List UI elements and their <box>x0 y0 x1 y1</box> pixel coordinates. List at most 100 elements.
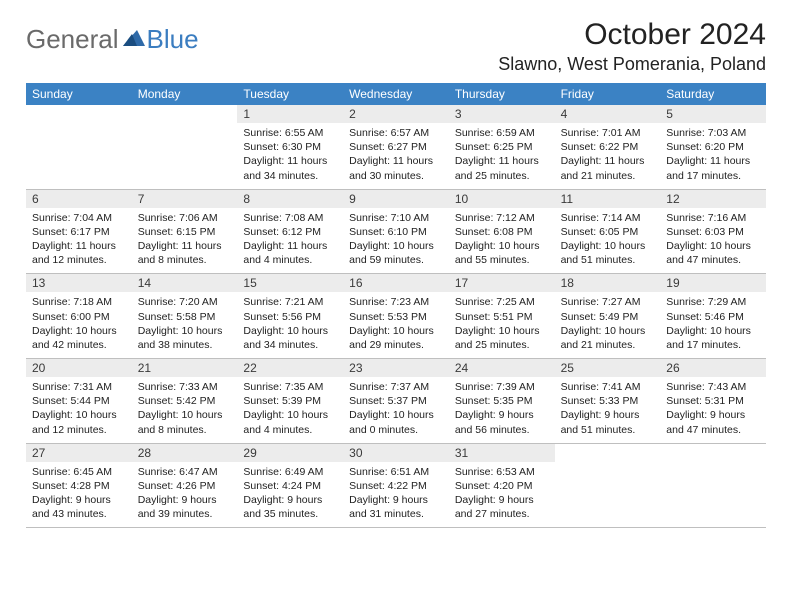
day-info: Sunrise: 7:16 AMSunset: 6:03 PMDaylight:… <box>660 211 766 268</box>
day-number: 19 <box>660 274 766 292</box>
day-info: Sunrise: 7:18 AMSunset: 6:00 PMDaylight:… <box>26 295 132 352</box>
day-cell: 2 Sunrise: 6:57 AMSunset: 6:27 PMDaylight… <box>343 105 449 190</box>
day-info: Sunrise: 6:55 AMSunset: 6:30 PMDaylight:… <box>237 126 343 183</box>
day-number: 30 <box>343 444 449 462</box>
day-info: Sunrise: 7:27 AMSunset: 5:49 PMDaylight:… <box>555 295 661 352</box>
weekday-header: Tuesday <box>237 83 343 105</box>
week-row: 13 Sunrise: 7:18 AMSunset: 6:00 PMDayligh… <box>26 274 766 359</box>
day-number: 11 <box>555 190 661 208</box>
weekday-header: Saturday <box>660 83 766 105</box>
logo-text-general: General <box>26 24 119 55</box>
day-number: 15 <box>237 274 343 292</box>
day-cell-empty <box>26 105 132 190</box>
day-cell: 5 Sunrise: 7:03 AMSunset: 6:20 PMDaylight… <box>660 105 766 190</box>
day-number: 6 <box>26 190 132 208</box>
calendar: SundayMondayTuesdayWednesdayThursdayFrid… <box>26 83 766 528</box>
day-info: Sunrise: 6:51 AMSunset: 4:22 PMDaylight:… <box>343 465 449 522</box>
day-number: 17 <box>449 274 555 292</box>
day-info: Sunrise: 7:33 AMSunset: 5:42 PMDaylight:… <box>132 380 238 437</box>
header: General Blue October 2024 Slawno, West P… <box>26 18 766 75</box>
day-number: 29 <box>237 444 343 462</box>
day-cell-empty <box>132 105 238 190</box>
day-number: 4 <box>555 105 661 123</box>
day-number: 25 <box>555 359 661 377</box>
day-cell: 3 Sunrise: 6:59 AMSunset: 6:25 PMDaylight… <box>449 105 555 190</box>
day-cell: 18 Sunrise: 7:27 AMSunset: 5:49 PMDayligh… <box>555 274 661 359</box>
day-info: Sunrise: 7:06 AMSunset: 6:15 PMDaylight:… <box>132 211 238 268</box>
day-info: Sunrise: 6:53 AMSunset: 4:20 PMDaylight:… <box>449 465 555 522</box>
weekday-header-row: SundayMondayTuesdayWednesdayThursdayFrid… <box>26 83 766 105</box>
logo-triangle-icon <box>123 28 145 51</box>
logo: General Blue <box>26 24 199 55</box>
day-info: Sunrise: 7:04 AMSunset: 6:17 PMDaylight:… <box>26 211 132 268</box>
day-number: 8 <box>237 190 343 208</box>
day-cell: 27 Sunrise: 6:45 AMSunset: 4:28 PMDayligh… <box>26 444 132 529</box>
week-row: 1 Sunrise: 6:55 AMSunset: 6:30 PMDaylight… <box>26 105 766 190</box>
day-number: 7 <box>132 190 238 208</box>
logo-text-blue: Blue <box>147 24 199 55</box>
day-cell: 19 Sunrise: 7:29 AMSunset: 5:46 PMDayligh… <box>660 274 766 359</box>
week-row: 27 Sunrise: 6:45 AMSunset: 4:28 PMDayligh… <box>26 444 766 529</box>
day-number: 27 <box>26 444 132 462</box>
day-cell: 31Sunrise: 6:53 AMSunset: 4:20 PMDayligh… <box>449 444 555 529</box>
day-cell: 9 Sunrise: 7:10 AMSunset: 6:10 PMDaylight… <box>343 190 449 275</box>
day-number: 21 <box>132 359 238 377</box>
day-number: 22 <box>237 359 343 377</box>
day-cell: 22 Sunrise: 7:35 AMSunset: 5:39 PMDayligh… <box>237 359 343 444</box>
day-number: 13 <box>26 274 132 292</box>
calendar-weeks: 1 Sunrise: 6:55 AMSunset: 6:30 PMDaylight… <box>26 105 766 528</box>
day-info: Sunrise: 7:25 AMSunset: 5:51 PMDaylight:… <box>449 295 555 352</box>
day-cell: 16Sunrise: 7:23 AMSunset: 5:53 PMDayligh… <box>343 274 449 359</box>
day-info: Sunrise: 7:10 AMSunset: 6:10 PMDaylight:… <box>343 211 449 268</box>
day-number: 28 <box>132 444 238 462</box>
day-info: Sunrise: 7:35 AMSunset: 5:39 PMDaylight:… <box>237 380 343 437</box>
day-number: 18 <box>555 274 661 292</box>
day-cell-empty <box>555 444 661 529</box>
day-info: Sunrise: 7:43 AMSunset: 5:31 PMDaylight:… <box>660 380 766 437</box>
day-number: 26 <box>660 359 766 377</box>
day-cell: 13 Sunrise: 7:18 AMSunset: 6:00 PMDayligh… <box>26 274 132 359</box>
day-number: 12 <box>660 190 766 208</box>
day-cell: 11Sunrise: 7:14 AMSunset: 6:05 PMDayligh… <box>555 190 661 275</box>
day-info: Sunrise: 7:21 AMSunset: 5:56 PMDaylight:… <box>237 295 343 352</box>
day-number: 14 <box>132 274 238 292</box>
day-cell: 10Sunrise: 7:12 AMSunset: 6:08 PMDayligh… <box>449 190 555 275</box>
day-cell: 28Sunrise: 6:47 AMSunset: 4:26 PMDayligh… <box>132 444 238 529</box>
weekday-header: Sunday <box>26 83 132 105</box>
day-info: Sunrise: 7:03 AMSunset: 6:20 PMDaylight:… <box>660 126 766 183</box>
day-info: Sunrise: 6:59 AMSunset: 6:25 PMDaylight:… <box>449 126 555 183</box>
day-cell: 29 Sunrise: 6:49 AMSunset: 4:24 PMDayligh… <box>237 444 343 529</box>
day-cell: 21 Sunrise: 7:33 AMSunset: 5:42 PMDayligh… <box>132 359 238 444</box>
day-cell: 4Sunrise: 7:01 AMSunset: 6:22 PMDaylight… <box>555 105 661 190</box>
day-cell-empty <box>660 444 766 529</box>
day-info: Sunrise: 7:41 AMSunset: 5:33 PMDaylight:… <box>555 380 661 437</box>
day-info: Sunrise: 7:37 AMSunset: 5:37 PMDaylight:… <box>343 380 449 437</box>
day-info: Sunrise: 6:57 AMSunset: 6:27 PMDaylight:… <box>343 126 449 183</box>
day-cell: 30 Sunrise: 6:51 AMSunset: 4:22 PMDayligh… <box>343 444 449 529</box>
day-cell: 25 Sunrise: 7:41 AMSunset: 5:33 PMDayligh… <box>555 359 661 444</box>
title-block: October 2024 Slawno, West Pomerania, Pol… <box>498 18 766 75</box>
day-cell: 26 Sunrise: 7:43 AMSunset: 5:31 PMDayligh… <box>660 359 766 444</box>
day-number: 2 <box>343 105 449 123</box>
weekday-header: Friday <box>555 83 661 105</box>
weekday-header: Thursday <box>449 83 555 105</box>
day-cell: 20Sunrise: 7:31 AMSunset: 5:44 PMDayligh… <box>26 359 132 444</box>
day-cell: 24Sunrise: 7:39 AMSunset: 5:35 PMDayligh… <box>449 359 555 444</box>
day-number: 5 <box>660 105 766 123</box>
day-info: Sunrise: 7:20 AMSunset: 5:58 PMDaylight:… <box>132 295 238 352</box>
day-info: Sunrise: 7:08 AMSunset: 6:12 PMDaylight:… <box>237 211 343 268</box>
day-cell: 14 Sunrise: 7:20 AMSunset: 5:58 PMDayligh… <box>132 274 238 359</box>
day-cell: 12 Sunrise: 7:16 AMSunset: 6:03 PMDayligh… <box>660 190 766 275</box>
day-number: 3 <box>449 105 555 123</box>
day-number: 1 <box>237 105 343 123</box>
day-number: 9 <box>343 190 449 208</box>
day-cell: 23 Sunrise: 7:37 AMSunset: 5:37 PMDayligh… <box>343 359 449 444</box>
day-number: 23 <box>343 359 449 377</box>
day-info: Sunrise: 7:29 AMSunset: 5:46 PMDaylight:… <box>660 295 766 352</box>
day-info: Sunrise: 7:12 AMSunset: 6:08 PMDaylight:… <box>449 211 555 268</box>
day-info: Sunrise: 7:39 AMSunset: 5:35 PMDaylight:… <box>449 380 555 437</box>
day-info: Sunrise: 6:45 AMSunset: 4:28 PMDaylight:… <box>26 465 132 522</box>
day-info: Sunrise: 6:49 AMSunset: 4:24 PMDaylight:… <box>237 465 343 522</box>
day-number: 20 <box>26 359 132 377</box>
month-title: October 2024 <box>498 18 766 52</box>
